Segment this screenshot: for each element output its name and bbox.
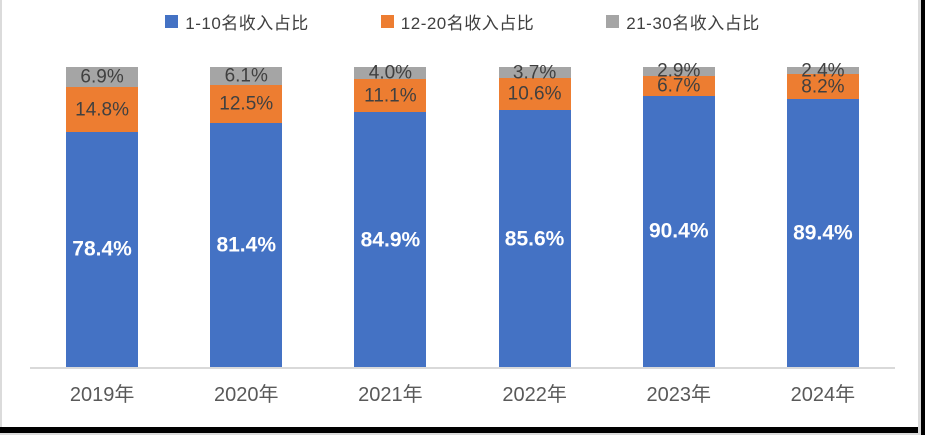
left-border-line bbox=[0, 0, 2, 433]
bar-segment bbox=[786, 67, 859, 75]
bar-segment bbox=[210, 122, 283, 367]
bar-segment bbox=[354, 67, 427, 79]
bar-column-2022年: 85.6% 10.6% 3.7% bbox=[463, 63, 607, 367]
segment-value-label: 2.9% bbox=[657, 60, 701, 82]
right-border-line bbox=[918, 0, 921, 435]
bar-segment bbox=[66, 131, 139, 367]
segment-value-label: 6.9% bbox=[80, 66, 124, 88]
bar-segment bbox=[786, 98, 859, 367]
segment-value-label: 2.4% bbox=[801, 60, 845, 82]
x-tick-label: 2021年 bbox=[358, 384, 423, 406]
bottom-border-line bbox=[0, 433, 925, 435]
legend-item-0: 1-10名收入占比 bbox=[165, 9, 309, 34]
x-tick-label: 2024年 bbox=[790, 384, 856, 406]
segment-value-label: 4.0% bbox=[368, 62, 413, 84]
plot-area: 78.4% 14.8% 6.9% 81.4% 12.5% 6.1% 84.9% 11.1% 4.… bbox=[30, 61, 895, 369]
segment-value-label: 6.7% bbox=[657, 75, 701, 97]
x-axis-line bbox=[30, 367, 895, 369]
bar-segment bbox=[66, 66, 139, 88]
x-tick-label: 2020年 bbox=[213, 384, 279, 406]
x-tick-label: 2023年 bbox=[646, 384, 711, 406]
bottom-edge-strip bbox=[0, 427, 925, 433]
bar-column-2019年: 78.4% 14.8% 6.9% bbox=[30, 66, 174, 367]
stacked-bar: 81.4% 12.5% 6.1% bbox=[210, 65, 283, 367]
segment-value-label: 3.7% bbox=[512, 62, 557, 84]
stacked-bar: 84.9% 11.1% 4.0% bbox=[354, 62, 427, 367]
bar-segment bbox=[642, 75, 715, 96]
bar-segment bbox=[354, 112, 427, 367]
bar-segment bbox=[642, 67, 715, 76]
bar-column-2023年: 90.4% 6.7% 2.9% bbox=[607, 62, 751, 367]
legend-item-2: 21-30名收入占比 bbox=[606, 9, 759, 34]
right-edge-strip bbox=[921, 0, 925, 435]
bar-segment bbox=[786, 74, 859, 99]
segment-value-label: 10.6% bbox=[507, 83, 562, 105]
bar-segment bbox=[498, 67, 571, 79]
segment-value-label: 12.5% bbox=[219, 93, 274, 115]
segment-value-label: 11.1% bbox=[364, 85, 417, 107]
legend: 1-10名收入占比 12-20名收入占比 21-30名收入占比 bbox=[0, 9, 925, 34]
bar-segment bbox=[210, 67, 283, 86]
segment-value-label: 89.4% bbox=[793, 221, 853, 245]
segment-value-label: 90.4% bbox=[648, 219, 709, 243]
bar-segment bbox=[498, 110, 571, 367]
segment-value-label: 81.4% bbox=[216, 233, 276, 257]
stacked-bar: 90.4% 6.7% 2.9% bbox=[642, 62, 715, 367]
bar-column-2020年: 81.4% 12.5% 6.1% bbox=[174, 67, 318, 367]
stacked-bar: 78.4% 14.8% 6.9% bbox=[66, 66, 139, 367]
bar-segment bbox=[66, 87, 139, 132]
bar-segment bbox=[642, 95, 715, 367]
segment-value-label: 6.1% bbox=[224, 65, 268, 87]
segment-value-label: 8.2% bbox=[801, 76, 845, 97]
legend-swatch-icon bbox=[380, 15, 394, 28]
x-tick-label: 2019年 bbox=[69, 384, 135, 406]
segment-value-label: 14.8% bbox=[75, 99, 130, 121]
bar-segment bbox=[354, 79, 427, 113]
segment-value-label: 84.9% bbox=[360, 228, 421, 252]
bar-segment bbox=[498, 78, 571, 111]
legend-item-label: 21-30名收入占比 bbox=[626, 14, 760, 33]
stacked-bar: 89.4% 8.2% 2.4% bbox=[786, 61, 859, 367]
bar-segment bbox=[210, 85, 283, 123]
legend-swatch-icon bbox=[606, 15, 620, 28]
bar-column-2024年: 89.4% 8.2% 2.4% bbox=[751, 61, 895, 367]
legend-swatch-icon bbox=[165, 15, 179, 28]
segment-value-label: 85.6% bbox=[504, 227, 565, 251]
legend-item-label: 12-20名收入占比 bbox=[400, 14, 535, 33]
bar-column-2021年: 84.9% 11.1% 4.0% bbox=[318, 62, 462, 367]
stacked-bar: 85.6% 10.6% 3.7% bbox=[498, 63, 571, 367]
legend-item-1: 12-20名收入占比 bbox=[380, 9, 535, 34]
legend-item-label: 1-10名收入占比 bbox=[185, 14, 309, 33]
segment-value-label: 78.4% bbox=[72, 237, 132, 261]
x-tick-label: 2022年 bbox=[502, 384, 567, 406]
